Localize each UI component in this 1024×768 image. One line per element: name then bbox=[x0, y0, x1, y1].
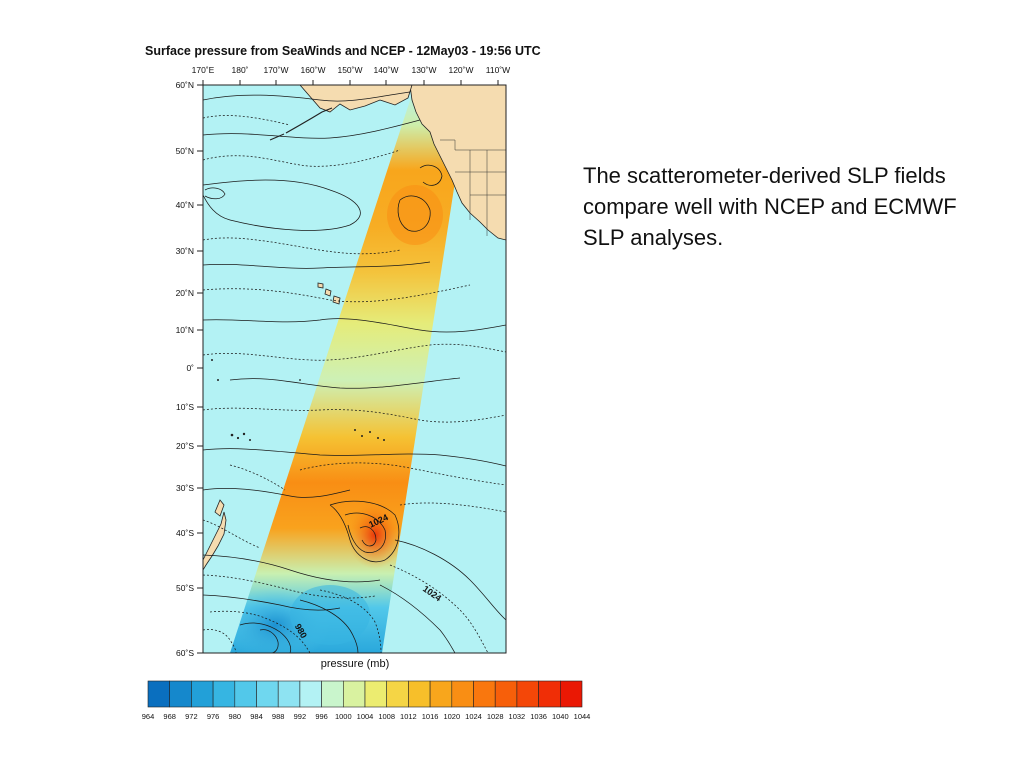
map-title: Surface pressure from SeaWinds and NCEP … bbox=[145, 44, 541, 58]
colorbar-tick-label: 1008 bbox=[378, 712, 396, 721]
latitude-label: 10˚N bbox=[175, 325, 194, 335]
latitude-label: 60˚S bbox=[176, 648, 194, 658]
colorbar-tick-label: 984 bbox=[250, 712, 263, 721]
colorbar-tick-label: 988 bbox=[271, 712, 285, 721]
colorbar-segment bbox=[538, 680, 561, 708]
hawaii-islands bbox=[317, 282, 341, 305]
colorbar-tick-label: 1032 bbox=[508, 712, 526, 721]
colorbar-tick-label: 1036 bbox=[530, 712, 547, 721]
colorbar-title: pressure (mb) bbox=[320, 658, 390, 670]
pressure-colorbar bbox=[147, 680, 583, 708]
longitude-label: 150˚W bbox=[337, 65, 363, 75]
longitude-label: 120˚W bbox=[448, 65, 474, 75]
colorbar-tick-label: 1040 bbox=[551, 712, 569, 721]
colorbar-tick-label: 1012 bbox=[400, 712, 417, 721]
longitude-label: 170˚E bbox=[191, 65, 215, 75]
colorbar-segment bbox=[473, 680, 496, 708]
colorbar-tick-label: 1020 bbox=[443, 712, 461, 721]
colorbar-tick-label: 1044 bbox=[573, 712, 591, 721]
colorbar-segment bbox=[234, 680, 257, 708]
longitude-label: 130˚W bbox=[411, 65, 437, 75]
colorbar-tick-label: 1024 bbox=[465, 712, 482, 721]
latitude-label: 50˚S bbox=[176, 583, 194, 593]
colorbar-segment bbox=[342, 680, 366, 708]
latitude-label: 0˚ bbox=[186, 363, 194, 373]
colorbar-segment bbox=[321, 680, 344, 708]
latitude-label: 20˚N bbox=[175, 288, 194, 298]
colorbar-segment bbox=[364, 680, 388, 708]
colorbar-tick-label: 980 bbox=[228, 712, 242, 721]
pacific-islands bbox=[211, 359, 385, 441]
latitude-label: 50˚N bbox=[175, 146, 194, 156]
colorbar-segment bbox=[429, 680, 453, 708]
latitude-label: 40˚N bbox=[175, 200, 194, 210]
colorbar-tick-label: 1004 bbox=[356, 712, 374, 721]
colorbar-segment bbox=[212, 680, 236, 708]
colorbar-segment bbox=[169, 680, 192, 708]
political-borders bbox=[440, 139, 506, 236]
map-frame bbox=[202, 84, 507, 654]
colorbar-tick-label: 976 bbox=[206, 712, 220, 721]
longitude-label: 160˚W bbox=[300, 65, 326, 75]
colorbar-segment bbox=[191, 680, 214, 708]
colorbar-tick-label: 996 bbox=[315, 712, 328, 721]
latitude-label: 30˚S bbox=[176, 483, 194, 493]
colorbar-tick-label: 1028 bbox=[486, 712, 504, 721]
colorbar-tick-label: 968 bbox=[163, 712, 176, 721]
axis-tick-marks bbox=[197, 80, 499, 654]
north-america-land bbox=[409, 85, 506, 241]
latitude-label: 40˚S bbox=[176, 528, 194, 538]
colorbar-segment bbox=[516, 680, 539, 708]
colorbar-segment bbox=[408, 680, 431, 708]
colorbar-segment bbox=[451, 680, 474, 708]
caption-text: The scatterometer-derived SLP fields com… bbox=[583, 163, 957, 250]
latitude-label: 30˚N bbox=[175, 246, 194, 256]
latitude-label: 20˚S bbox=[176, 441, 194, 451]
colorbar-segment bbox=[299, 680, 322, 708]
isobar-contours bbox=[203, 91, 506, 653]
latitude-label: 60˚N bbox=[175, 80, 194, 90]
colorbar-segment bbox=[277, 680, 301, 708]
colorbar-tick-label: 964 bbox=[141, 712, 155, 721]
colorbar-tick-label: 1016 bbox=[421, 712, 439, 721]
latitude-label: 10˚S bbox=[176, 402, 194, 412]
aleutian-islands bbox=[285, 107, 333, 134]
longitude-label: 170˚W bbox=[263, 65, 289, 75]
colorbar-segment bbox=[386, 680, 409, 708]
colorbar-segment bbox=[494, 680, 518, 708]
colorbar-tick-label: 992 bbox=[293, 712, 307, 721]
colorbar-segment bbox=[256, 680, 279, 708]
colorbar-tick-label: 1000 bbox=[334, 712, 352, 721]
longitude-label: 110˚W bbox=[485, 65, 511, 75]
longitude-label: 140˚W bbox=[373, 65, 399, 75]
colorbar-segment bbox=[559, 680, 583, 708]
longitude-label: 180˚ bbox=[231, 65, 249, 75]
colorbar-tick-label: 972 bbox=[185, 712, 198, 721]
colorbar-segment bbox=[147, 680, 171, 708]
